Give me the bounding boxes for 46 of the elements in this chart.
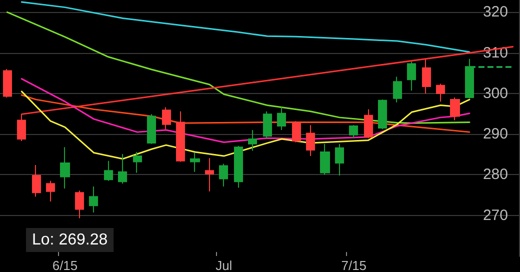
x-tick-label: 6/15 [52,258,78,272]
x-tick-label: Jul [216,258,232,272]
candlestick [176,110,185,162]
candlestick [248,130,257,152]
line-series [6,11,470,124]
candlestick [60,146,70,190]
candlestick [205,158,214,192]
y-tick-label: 320 [482,4,508,21]
y-tick-label: 300 [482,84,508,102]
candlestick [147,114,156,144]
candlestick [46,180,55,202]
candlestick [89,186,98,214]
candlestick [378,99,387,130]
candlestick [436,83,445,102]
candlestick [75,190,84,219]
candlestick [3,68,12,98]
candlestick [364,108,373,139]
candlestick [133,151,142,174]
y-tick-label: 290 [482,126,508,143]
candlestick [335,143,344,176]
candlestick [32,164,41,198]
candlestick [162,106,171,130]
candlestick [393,76,402,103]
line-series [20,94,470,133]
y-tick-label: 270 [482,206,508,224]
candlestick [104,160,113,182]
candlestick [349,124,358,139]
candlestick [263,110,272,139]
candlestick [306,124,315,157]
candlestick [118,154,127,184]
candlestick [465,58,474,99]
candlestick [292,120,301,143]
candlestick [219,163,228,188]
candlestick [407,61,416,92]
line-series [20,78,470,143]
x-tick-label: 7/15 [341,258,367,272]
candlestick [190,152,200,172]
y-tick-label: 280 [482,166,508,184]
candlestick [422,58,431,94]
annotation: Lo: 269.28 [32,232,108,248]
line-series [20,90,470,160]
candlestick [320,143,330,176]
line-series [20,1,470,53]
candlestick [234,145,243,188]
candlestick [450,97,460,121]
candlestick [277,106,286,131]
